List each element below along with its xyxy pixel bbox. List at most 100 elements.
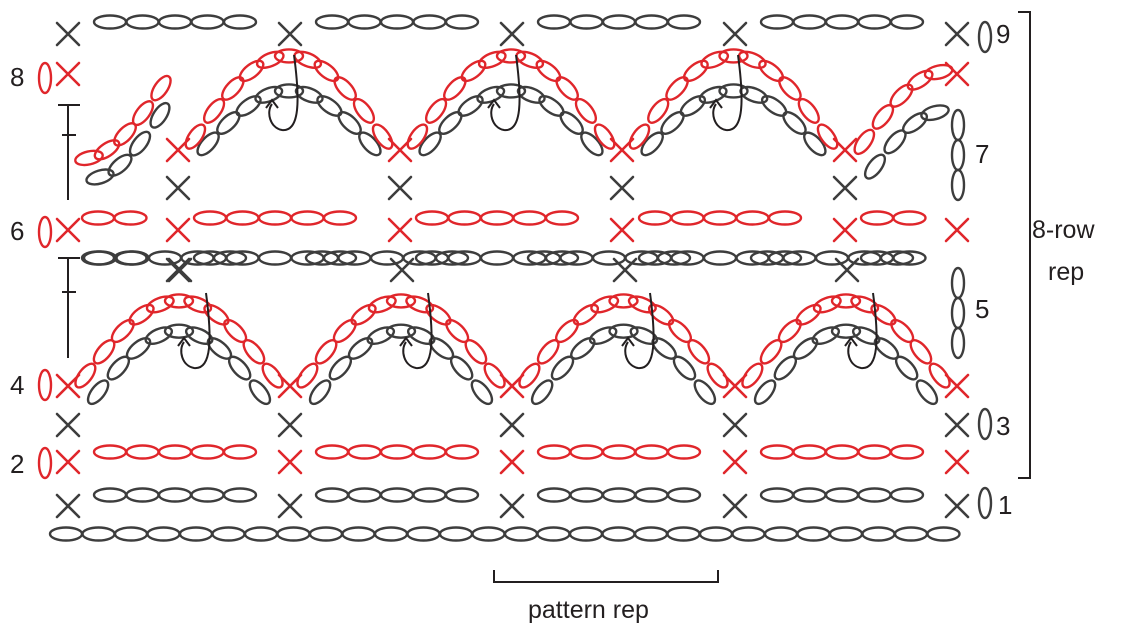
- chain-stitch: [479, 210, 515, 226]
- chain-stitch: [544, 250, 580, 266]
- chain-stitch: [601, 526, 636, 542]
- chain-stitch: [379, 487, 415, 503]
- arc-chain-stitch: [915, 379, 939, 406]
- chain-stitch: [444, 444, 480, 460]
- arc-chain-stitch: [672, 355, 697, 381]
- arc-chain-stitch: [296, 362, 319, 389]
- row-label-7: 7: [975, 139, 989, 169]
- single-crochet-stitch: [944, 21, 970, 47]
- arc-chain-stitch: [629, 326, 659, 345]
- turning-chain-stitch: [950, 168, 966, 202]
- arc-chain-stitch: [758, 59, 785, 83]
- single-crochet-stitch: [499, 449, 525, 475]
- chain-stitch: [634, 487, 669, 503]
- arc-chain-stitch: [778, 76, 802, 101]
- row-label-6: 6: [10, 216, 24, 246]
- chain-stitch: [926, 526, 961, 542]
- arc-chain-stitch: [107, 153, 133, 177]
- arc-chain-stitch: [74, 149, 104, 167]
- arc-chains: [74, 48, 954, 406]
- arc-chain-stitch: [608, 293, 639, 309]
- chain-stitch: [601, 487, 637, 503]
- single-crochet-stitch: [722, 412, 748, 438]
- side-markers: [58, 11, 1031, 583]
- arrow-loop: [847, 292, 878, 370]
- chain-stitch: [322, 250, 358, 266]
- chain-stitch: [211, 526, 246, 542]
- arc-chain-stitch: [518, 362, 541, 389]
- arc-chain-stitch: [682, 59, 709, 83]
- arrow-head: [487, 98, 501, 109]
- arc-chain-stitch: [149, 101, 171, 129]
- arc-chain-stitch: [863, 153, 887, 180]
- arc-chain-stitch: [128, 303, 155, 326]
- arc-chain-stitch: [894, 355, 919, 381]
- single-crochet-stitch: [832, 175, 858, 201]
- chain-stitch: [666, 487, 702, 503]
- chain-stitch: [314, 487, 350, 503]
- chain-stitch: [759, 487, 795, 503]
- arc-chain-stitch: [608, 323, 639, 339]
- arc-chain-stitch: [811, 326, 841, 345]
- arrow-loop: [712, 54, 743, 132]
- arrow-head: [844, 336, 858, 347]
- arc-chain-stitch: [495, 48, 527, 64]
- row-label-4: 4: [10, 370, 24, 400]
- chain-stitch: [125, 14, 160, 30]
- arc-chain-stitch: [385, 293, 417, 309]
- arc-chain-stitch: [687, 339, 711, 365]
- chain-stitch: [276, 526, 311, 542]
- repeat-label-line2: rep: [1048, 258, 1084, 286]
- chain-stitch: [889, 14, 925, 30]
- chain-stitch: [257, 210, 293, 226]
- arc-chain-stitch: [816, 123, 839, 150]
- arc-chain-stitch: [203, 303, 230, 326]
- arc-chain-stitch: [406, 123, 429, 150]
- chain-stitch: [879, 250, 915, 266]
- arc-chain-stitch: [255, 50, 285, 69]
- single-crochet-stitch: [722, 493, 748, 519]
- arc-chain-stitch: [294, 85, 324, 104]
- labels: 9 8 7 6 5 4 3 2 1 8-row rep pattern rep: [10, 19, 1095, 624]
- chain-stitch: [670, 210, 705, 226]
- arc-chain-stitch: [812, 295, 842, 314]
- chain-stitch: [857, 487, 892, 503]
- arc-chain-stitch: [909, 339, 933, 365]
- arc-chain-stitch: [248, 379, 272, 406]
- chain-stitch: [824, 444, 860, 460]
- chain-stitch: [80, 250, 116, 266]
- arc-chain-stitch: [202, 97, 226, 124]
- chain-stitch: [666, 14, 702, 30]
- arc-chain-stitch: [590, 295, 620, 314]
- chain-stitch: [656, 250, 692, 266]
- chain-stitch: [412, 14, 447, 30]
- chain-stitch: [782, 250, 817, 266]
- arc-chain-stitch: [870, 303, 897, 326]
- arc-chain-stitch: [144, 326, 174, 345]
- stitch-rows: [37, 14, 993, 542]
- arc-chain-stitch: [352, 97, 376, 124]
- arc-chain-stitch: [163, 323, 195, 339]
- arc-chain-stitch: [889, 83, 914, 108]
- chain-stitch: [792, 444, 827, 460]
- chain-stitch: [568, 526, 604, 542]
- single-crochet-stitch: [722, 21, 748, 47]
- arc-chain-stitch: [718, 83, 749, 99]
- turning-chain-stitch: [950, 138, 966, 172]
- arc-chain-stitch: [358, 131, 382, 157]
- arc-chain-stitch: [588, 326, 618, 345]
- arc-chain-stitch: [923, 63, 954, 81]
- arc-chain-stitch: [464, 339, 488, 365]
- chain-stitch: [569, 14, 604, 30]
- row-label-5: 5: [975, 294, 989, 324]
- chain-stitch: [125, 444, 160, 460]
- arc-chain-stitch: [366, 326, 396, 345]
- chain-stitch: [536, 444, 572, 460]
- single-crochet-stitch: [277, 412, 303, 438]
- chain-stitch: [190, 14, 225, 30]
- chain-stitch: [113, 250, 148, 266]
- arrow-head: [177, 336, 191, 347]
- turning-chain-stitch: [977, 20, 993, 54]
- arc-chain-stitch: [150, 74, 172, 102]
